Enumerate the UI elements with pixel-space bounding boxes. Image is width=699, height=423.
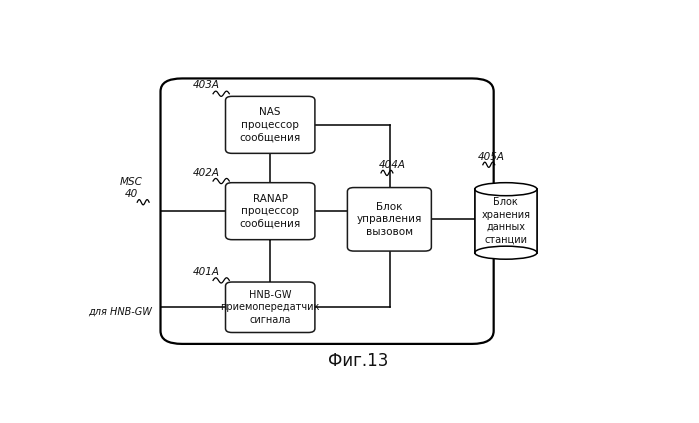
Text: Блок
управления
вызовом: Блок управления вызовом xyxy=(356,202,422,237)
Text: 405A: 405A xyxy=(477,151,505,162)
Text: 404A: 404A xyxy=(379,159,406,170)
Text: Фиг.13: Фиг.13 xyxy=(328,352,389,370)
Ellipse shape xyxy=(475,183,537,196)
FancyBboxPatch shape xyxy=(226,183,315,240)
Text: 403A: 403A xyxy=(193,80,220,90)
Bar xyxy=(475,189,537,253)
Text: RANAP
процессор
сообщения: RANAP процессор сообщения xyxy=(240,194,301,228)
Text: MSC
40: MSC 40 xyxy=(120,177,143,199)
FancyBboxPatch shape xyxy=(347,187,431,251)
Text: 401A: 401A xyxy=(193,267,220,277)
FancyBboxPatch shape xyxy=(226,96,315,154)
FancyBboxPatch shape xyxy=(226,282,315,332)
Text: 402A: 402A xyxy=(193,168,220,178)
Text: NAS
процессор
сообщения: NAS процессор сообщения xyxy=(240,107,301,142)
Text: для HNB-GW: для HNB-GW xyxy=(89,306,152,316)
Text: HNB-GW
приемопередатчик
сигнала: HNB-GW приемопередатчик сигнала xyxy=(220,290,320,325)
Ellipse shape xyxy=(475,246,537,259)
Text: Блок
хранения
данных
станции: Блок хранения данных станции xyxy=(482,198,531,244)
